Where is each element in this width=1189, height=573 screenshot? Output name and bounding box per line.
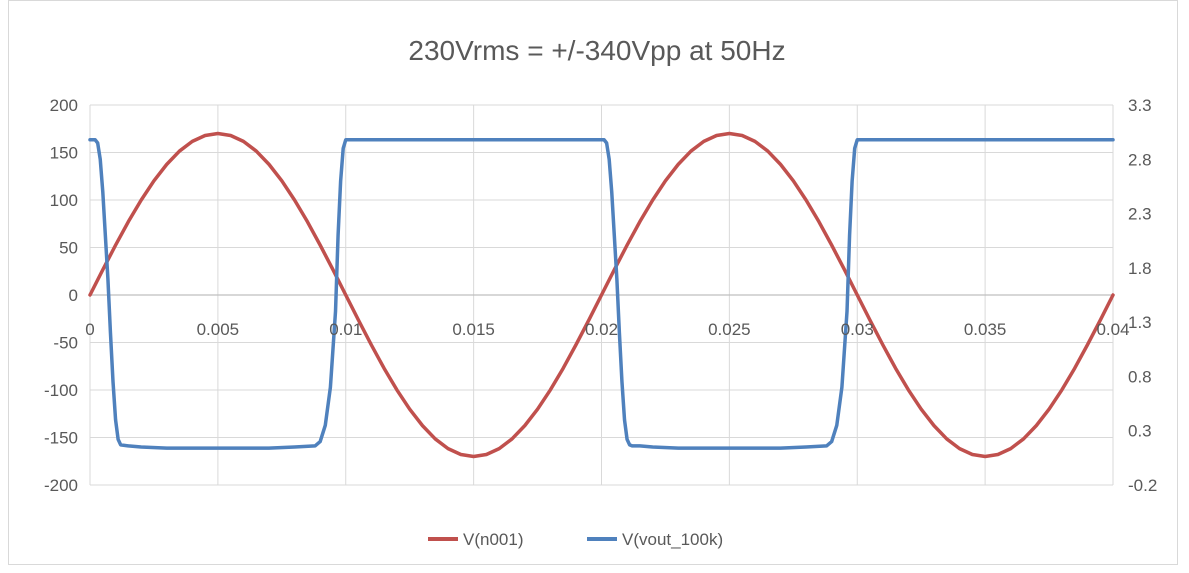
y2-tick-label: 1.3: [1128, 313, 1152, 332]
y-tick-label: -50: [53, 334, 78, 353]
x-tick-label: 0.005: [197, 320, 240, 339]
x-tick-label: 0.035: [964, 320, 1007, 339]
y2-tick-label: 1.8: [1128, 259, 1152, 278]
y-tick-labels: 200 150 100 50 0 -50 -100 -150 -200: [44, 96, 78, 495]
y2-tick-label: 0.8: [1128, 367, 1152, 386]
chart-frame: [8, 0, 1178, 565]
y-tick-label: 200: [50, 96, 78, 115]
y2-tick-label: 3.3: [1128, 96, 1152, 115]
y-tick-label: -150: [44, 429, 78, 448]
y2-tick-label: 0.3: [1128, 422, 1152, 441]
y-tick-label: -200: [44, 476, 78, 495]
y-tick-label: -100: [44, 381, 78, 400]
chart-title: 230Vrms = +/-340Vpp at 50Hz: [408, 35, 785, 66]
y-tick-label: 150: [50, 144, 78, 163]
x-tick-label: 0.02: [585, 320, 618, 339]
y2-tick-label: 2.8: [1128, 150, 1152, 169]
legend: V(n001) V(vout_100k): [428, 530, 723, 549]
legend-label-v-n001: V(n001): [463, 530, 523, 549]
x-tick-label: 0.015: [452, 320, 495, 339]
x-tick-label: 0.025: [708, 320, 751, 339]
x-tick-label: 0: [85, 320, 94, 339]
series-v-vout-100k: [88, 137, 1115, 450]
x-tick-label: 0.03: [841, 320, 874, 339]
y-tick-label: 100: [50, 191, 78, 210]
series-v-n001: [88, 131, 1115, 459]
y-tick-label: 0: [69, 286, 78, 305]
series-line-v-n001: [88, 131, 1115, 459]
x-tick-label: 0.04: [1096, 320, 1129, 339]
y2-tick-labels: 3.3 2.8 2.3 1.8 1.3 0.8 0.3 -0.2: [1128, 96, 1157, 495]
series-line-v-vout-100k: [88, 137, 1115, 450]
x-tick-label: 0.01: [329, 320, 362, 339]
y2-tick-label: -0.2: [1128, 476, 1157, 495]
legend-label-v-vout-100k: V(vout_100k): [622, 530, 723, 549]
x-tick-labels: 0 0.005 0.01 0.015 0.02 0.025 0.03 0.035 0.04: [85, 320, 1129, 339]
y2-tick-label: 2.3: [1128, 205, 1152, 224]
y-tick-label: 50: [59, 239, 78, 258]
